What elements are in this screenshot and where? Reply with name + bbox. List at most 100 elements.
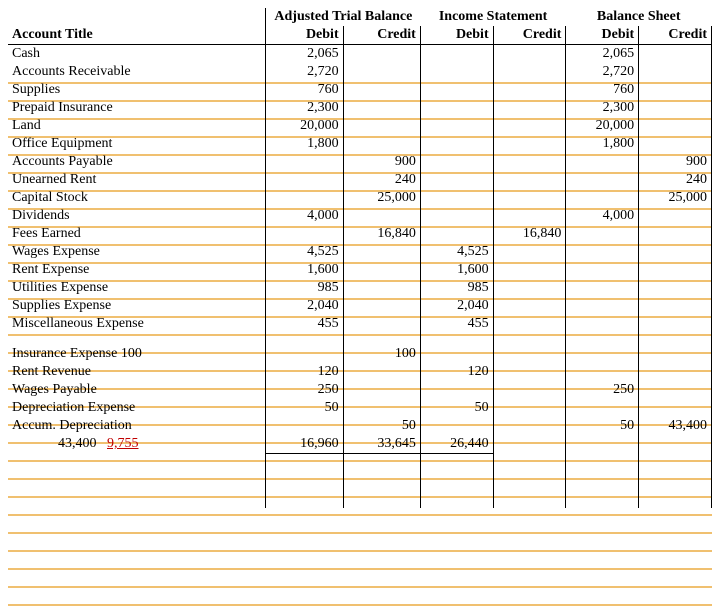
totals-bs-credit	[639, 435, 712, 454]
is-debit	[420, 171, 493, 189]
atb-credit	[343, 399, 420, 417]
atb-debit	[266, 225, 343, 243]
totals-bs-debit	[566, 435, 639, 454]
header-is: Income Statement	[420, 8, 566, 26]
is-debit	[420, 381, 493, 399]
atb-credit: 240	[343, 171, 420, 189]
is-debit	[420, 225, 493, 243]
bs-credit	[639, 117, 712, 135]
atb-credit: 16,840	[343, 225, 420, 243]
is-credit	[493, 261, 566, 279]
is-credit	[493, 135, 566, 153]
header-debit-2: Debit	[420, 26, 493, 45]
atb-debit: 2,065	[266, 45, 343, 64]
is-debit	[420, 189, 493, 207]
totals-is-credit	[493, 435, 566, 454]
atb-debit: 455	[266, 315, 343, 333]
account-title: Office Equipment	[8, 135, 266, 153]
table-row: Rent Expense1,6001,600	[8, 261, 712, 279]
bs-credit: 25,000	[639, 189, 712, 207]
totals-atb-credit: 33,645	[343, 435, 420, 454]
atb-credit	[343, 207, 420, 225]
bs-credit	[639, 99, 712, 117]
is-credit	[493, 117, 566, 135]
atb-debit	[266, 345, 343, 363]
bs-credit	[639, 363, 712, 381]
is-debit: 50	[420, 399, 493, 417]
account-title: Rent Expense	[8, 261, 266, 279]
is-debit: 120	[420, 363, 493, 381]
is-credit	[493, 207, 566, 225]
atb-credit	[343, 279, 420, 297]
account-title: Cash	[8, 45, 266, 64]
bs-debit	[566, 189, 639, 207]
bs-credit	[639, 345, 712, 363]
is-debit	[420, 81, 493, 99]
atb-debit: 4,525	[266, 243, 343, 261]
bs-debit: 2,065	[566, 45, 639, 64]
atb-debit: 120	[266, 363, 343, 381]
bs-debit: 4,000	[566, 207, 639, 225]
bs-debit	[566, 315, 639, 333]
account-title: Unearned Rent	[8, 171, 266, 189]
header-credit-2: Credit	[493, 26, 566, 45]
atb-credit	[343, 117, 420, 135]
bs-debit	[566, 279, 639, 297]
is-debit	[420, 417, 493, 435]
is-debit: 985	[420, 279, 493, 297]
table-row: Wages Payable250250	[8, 381, 712, 399]
table-row: Accounts Receivable2,7202,720	[8, 63, 712, 81]
table-row: Accounts Payable900900	[8, 153, 712, 171]
is-credit	[493, 171, 566, 189]
header-debit-1: Debit	[266, 26, 343, 45]
table-row: Unearned Rent 240 240	[8, 171, 712, 189]
account-title: Depreciation Expense	[8, 399, 266, 417]
table-row: Rent Revenue120120	[8, 363, 712, 381]
table-row: Miscellaneous Expense455455	[8, 315, 712, 333]
atb-credit	[343, 81, 420, 99]
atb-credit: 25,000	[343, 189, 420, 207]
atb-debit	[266, 189, 343, 207]
atb-debit: 1,800	[266, 135, 343, 153]
atb-debit: 2,300	[266, 99, 343, 117]
bs-credit	[639, 81, 712, 99]
bs-debit: 2,300	[566, 99, 639, 117]
is-credit	[493, 297, 566, 315]
bs-debit: 760	[566, 81, 639, 99]
atb-credit	[343, 45, 420, 64]
is-credit	[493, 99, 566, 117]
account-title: Wages Payable	[8, 381, 266, 399]
atb-credit: 50	[343, 417, 420, 435]
account-title: Dividends	[8, 207, 266, 225]
is-debit	[420, 153, 493, 171]
worksheet-table: Adjusted Trial Balance Income Statement …	[8, 8, 712, 508]
atb-credit: 100	[343, 345, 420, 363]
totals-row: 43,400 9,75516,96033,64526,440	[8, 435, 712, 454]
table-row: Accum. Depreciation505043,400	[8, 417, 712, 435]
bs-credit	[639, 399, 712, 417]
atb-debit: 2,720	[266, 63, 343, 81]
table-row: Depreciation Expense5050	[8, 399, 712, 417]
atb-credit	[343, 315, 420, 333]
header-credit-3: Credit	[639, 26, 712, 45]
is-credit	[493, 63, 566, 81]
is-debit	[420, 345, 493, 363]
is-debit	[420, 63, 493, 81]
is-credit	[493, 417, 566, 435]
account-title: Capital Stock	[8, 189, 266, 207]
account-title: Miscellaneous Expense	[8, 315, 266, 333]
atb-debit	[266, 153, 343, 171]
table-row: Cash2,0652,065	[8, 45, 712, 64]
table-row: Supplies760760	[8, 81, 712, 99]
bs-credit	[639, 381, 712, 399]
bs-debit	[566, 153, 639, 171]
table-row: Land20,00020,000	[8, 117, 712, 135]
atb-debit	[266, 171, 343, 189]
bs-credit	[639, 315, 712, 333]
bs-credit	[639, 225, 712, 243]
header-atb: Adjusted Trial Balance	[266, 8, 420, 26]
atb-credit	[343, 99, 420, 117]
is-credit	[493, 315, 566, 333]
atb-debit: 985	[266, 279, 343, 297]
bs-credit: 240	[639, 171, 712, 189]
